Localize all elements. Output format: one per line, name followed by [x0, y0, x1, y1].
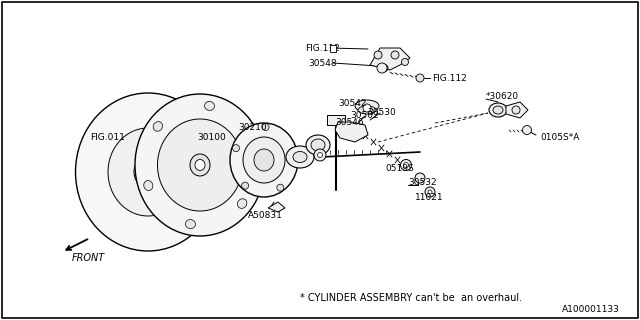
Text: 30542: 30542	[338, 99, 367, 108]
Ellipse shape	[135, 94, 265, 236]
Ellipse shape	[237, 199, 247, 208]
Circle shape	[377, 63, 387, 73]
Ellipse shape	[190, 154, 210, 176]
Circle shape	[314, 149, 326, 161]
Circle shape	[522, 125, 531, 134]
Ellipse shape	[247, 140, 256, 149]
Circle shape	[262, 124, 269, 131]
Text: * CYLINDER ASSEMBRY can't be  an overhaul.: * CYLINDER ASSEMBRY can't be an overhaul…	[300, 293, 522, 303]
Text: 30548: 30548	[308, 59, 337, 68]
Text: A100001133: A100001133	[562, 306, 620, 315]
Ellipse shape	[286, 146, 314, 168]
Ellipse shape	[243, 137, 285, 183]
Text: *30620: *30620	[486, 92, 519, 100]
Ellipse shape	[153, 122, 163, 131]
Polygon shape	[268, 202, 285, 212]
Circle shape	[232, 145, 239, 152]
Ellipse shape	[230, 123, 298, 197]
Ellipse shape	[134, 156, 162, 188]
Ellipse shape	[378, 64, 388, 72]
Ellipse shape	[76, 93, 221, 251]
Text: 0105S*A: 0105S*A	[540, 132, 579, 141]
Ellipse shape	[195, 159, 205, 171]
Ellipse shape	[254, 149, 274, 171]
Text: 30530: 30530	[367, 108, 396, 116]
Text: 11021: 11021	[415, 194, 444, 203]
Circle shape	[317, 153, 323, 157]
Text: 30546: 30546	[335, 117, 364, 126]
Text: 30532: 30532	[408, 178, 436, 187]
Ellipse shape	[293, 151, 307, 163]
Circle shape	[416, 74, 424, 82]
Polygon shape	[506, 102, 528, 118]
Text: 0519S: 0519S	[385, 164, 413, 172]
Ellipse shape	[355, 100, 379, 112]
Ellipse shape	[489, 103, 507, 117]
Circle shape	[289, 148, 296, 155]
Circle shape	[401, 59, 408, 66]
Text: 30100: 30100	[197, 132, 226, 141]
Text: A50831: A50831	[248, 211, 283, 220]
Polygon shape	[335, 122, 368, 142]
Circle shape	[374, 51, 382, 59]
Ellipse shape	[205, 101, 214, 110]
Text: FIG.011: FIG.011	[90, 132, 125, 141]
Ellipse shape	[157, 119, 243, 211]
Circle shape	[380, 65, 386, 71]
Circle shape	[425, 187, 435, 197]
Circle shape	[428, 190, 432, 194]
Bar	[330, 45, 336, 52]
Ellipse shape	[306, 135, 330, 155]
Text: FRONT: FRONT	[72, 253, 105, 263]
Bar	[327, 115, 345, 125]
Text: 30210: 30210	[238, 123, 267, 132]
Ellipse shape	[358, 106, 376, 114]
Text: FIG.112: FIG.112	[432, 74, 467, 83]
Circle shape	[277, 184, 284, 191]
Text: 30502: 30502	[350, 110, 379, 119]
Circle shape	[363, 104, 371, 112]
Circle shape	[242, 182, 248, 189]
Circle shape	[401, 159, 412, 171]
Ellipse shape	[108, 128, 188, 216]
Circle shape	[512, 106, 520, 114]
Circle shape	[391, 51, 399, 59]
Ellipse shape	[186, 220, 195, 228]
Ellipse shape	[311, 139, 325, 151]
Text: FIG.112: FIG.112	[305, 44, 340, 52]
Circle shape	[415, 173, 425, 183]
Circle shape	[403, 163, 408, 167]
Ellipse shape	[144, 180, 153, 190]
Ellipse shape	[493, 106, 503, 114]
Polygon shape	[370, 48, 410, 70]
